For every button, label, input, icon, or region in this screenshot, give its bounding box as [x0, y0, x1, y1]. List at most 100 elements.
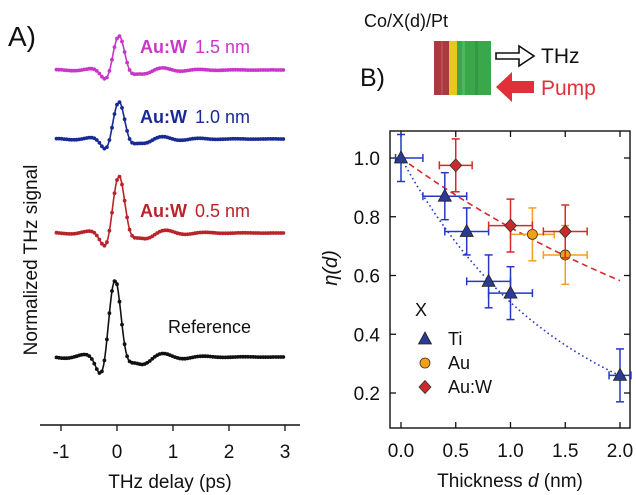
thz-trace-point: [233, 136, 238, 141]
thz-trace-point: [281, 231, 286, 235]
thz-trace-point: [107, 138, 112, 142]
thz-trace-point: [110, 210, 114, 215]
thz-trace-point: [271, 355, 276, 359]
thz-trace-point: [220, 355, 225, 360]
thz-trace-point: [105, 337, 109, 342]
thz-trace-point: [117, 299, 122, 304]
panel-b-y-tick-label: 1.0: [354, 149, 380, 170]
thz-trace-point: [105, 75, 109, 80]
thz-trace-point: [127, 68, 132, 72]
legend-label-ti: Ti: [448, 329, 462, 349]
thz-trace-point: [100, 144, 104, 149]
sample-schematic: Co/X(d)/Pt THz Pump B): [360, 11, 596, 102]
thz-trace-point: [102, 243, 107, 248]
thz-trace-point: [122, 50, 127, 54]
fit-curve-ti: [400, 157, 621, 377]
panel-b-y-tick-label: 0.6: [354, 267, 380, 288]
panel-a: A) Normalized THz signal -1 0 1 2 3 Au:W 1.5 …: [8, 21, 300, 493]
thz-trace-point: [97, 140, 102, 145]
data-point-auw: [449, 158, 463, 173]
thz-trace-point: [105, 145, 109, 150]
thz-trace-point: [246, 137, 250, 142]
stack-label: Co/X(d)/Pt: [364, 11, 448, 31]
panel-a-x-tick-label: -1: [53, 442, 70, 463]
panel-b-x-tick-label: 1.0: [497, 441, 523, 462]
trace-label: Au:W 0.5 nm: [140, 201, 250, 221]
thz-trace-point: [258, 68, 263, 72]
thz-trace-point: [112, 191, 117, 196]
thz-trace-point: [112, 112, 117, 116]
thz-trace-point: [115, 178, 119, 182]
thz-trace-point: [246, 68, 250, 72]
thz-trace-point: [87, 354, 92, 358]
panel-a-x-axis-label: THz delay (ps): [108, 472, 232, 493]
panel-b-y-tick-label: 0.8: [354, 208, 380, 229]
data-point-ti: [612, 367, 628, 381]
trace-label: Au:W 1.5 nm: [140, 37, 250, 57]
thz-trace-point: [195, 136, 200, 141]
panel-b-x-tick-label: 2.0: [607, 441, 633, 462]
thz-trace-point: [220, 231, 225, 236]
legend-marker-auw: [418, 379, 432, 395]
thz-trace-point: [125, 129, 129, 133]
panel-b-x-axis-label: Thickness d (nm): [437, 471, 583, 492]
thz-trace-point: [258, 355, 263, 359]
data-point-ti: [393, 150, 409, 164]
thz-trace-point: [122, 198, 127, 203]
thz-trace-point: [110, 57, 114, 62]
thz-trace-point: [100, 369, 104, 374]
data-point-ti: [481, 273, 496, 287]
thz-trace-point: [246, 231, 250, 235]
thz-trace-point: [258, 231, 263, 236]
panel-a-x-tick-label: 0: [112, 442, 123, 463]
fit-curve-auw: [400, 157, 621, 282]
panel-a-label: A): [8, 21, 36, 52]
thz-trace-point: [107, 228, 112, 233]
thz-trace-point: [271, 231, 276, 235]
thz-trace-point: [120, 182, 124, 187]
thz-trace-point: [100, 74, 104, 79]
thz-trace-point: [94, 233, 99, 238]
data-point-auw: [558, 224, 572, 239]
pump-label: Pump: [541, 77, 596, 100]
data-point-ti: [503, 285, 518, 299]
thz-trace-point: [92, 230, 97, 235]
thz-trace-point: [117, 100, 122, 105]
legend-label-auw: Au:W: [448, 377, 492, 397]
panel-b-y-tick-label: 0.4: [354, 325, 381, 346]
thz-label: THz: [541, 45, 580, 68]
panel-b-x-tick-label: 1.5: [552, 441, 578, 462]
thz-trace-point: [92, 361, 97, 366]
legend-title: X: [415, 300, 427, 320]
panel-b-data-points: [393, 133, 632, 403]
data-point-ti: [437, 188, 452, 202]
thz-trace-point: [258, 137, 263, 141]
thz-trace-point: [195, 67, 200, 72]
thz-trace-point: [125, 354, 129, 359]
panel-b-y-tick-label: 0.2: [354, 384, 380, 405]
panel-b-fit-curves: [400, 157, 621, 377]
legend-marker-au: [419, 357, 431, 369]
thz-trace-point: [117, 174, 122, 179]
thz-trace-point: [115, 102, 119, 107]
thz-trace-point: [122, 342, 127, 347]
thz-trace-point: [115, 282, 119, 287]
thz-trace-point: [94, 138, 99, 142]
trace-label: Reference: [168, 317, 251, 337]
thz-trace-point: [112, 45, 117, 49]
panel-b-legend: X Ti Au Au:W: [415, 300, 492, 397]
thz-trace-point: [110, 125, 114, 130]
thz-trace-point: [105, 240, 109, 245]
data-point-auw: [503, 218, 518, 233]
thz-trace-point: [271, 137, 276, 141]
panel-a-x-tick-label: 1: [168, 442, 179, 463]
thz-trace-point: [102, 358, 107, 363]
thz-trace-point: [125, 215, 129, 220]
trace-label: Au:W 1.0 nm: [140, 107, 250, 127]
data-point-au: [527, 228, 538, 240]
thz-trace-point: [89, 357, 94, 361]
thz-trace-point: [107, 69, 112, 73]
thz-trace-point: [127, 137, 132, 141]
thz-trace-point: [115, 36, 119, 41]
